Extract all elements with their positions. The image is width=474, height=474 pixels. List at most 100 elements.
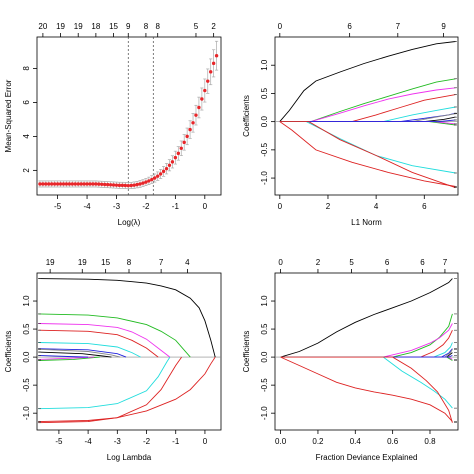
data-point	[97, 182, 101, 186]
data-point	[197, 105, 201, 110]
data-point	[156, 174, 160, 178]
coef-path-3	[280, 323, 453, 358]
coef-path-2	[279, 78, 456, 123]
y-tick-label: -0.5	[260, 142, 269, 156]
x-tick-label: -1	[172, 202, 180, 211]
x-tick-label: 2	[326, 202, 331, 211]
data-point	[79, 182, 83, 186]
top-tick-label: 6	[420, 258, 425, 267]
data-point	[200, 97, 204, 101]
top-tick-label: 2	[316, 258, 321, 267]
coef-path-5	[38, 342, 141, 358]
coef-path-9	[279, 121, 456, 126]
data-point	[111, 183, 116, 187]
coef-path-11	[279, 119, 456, 123]
top-tick-label: 19	[46, 258, 55, 267]
x-axis-label: Fraction Deviance Explained	[316, 453, 418, 462]
x-tick-label: -3	[113, 202, 121, 211]
y-tick-label: -1.0	[22, 406, 31, 420]
x-tick-label: -2	[143, 437, 151, 446]
coef-path-4	[38, 329, 159, 358]
coef-path-13	[38, 356, 182, 424]
data-point	[82, 182, 86, 186]
y-tick-label: -1.0	[260, 406, 269, 420]
data-point	[88, 182, 92, 186]
data-point	[123, 183, 128, 188]
coef-path-11	[38, 354, 89, 358]
data-point	[120, 183, 125, 188]
top-tick-label: 6	[347, 22, 352, 31]
top-tick-label: 19	[74, 22, 83, 31]
data-point	[214, 53, 219, 58]
y-axis-label: Coefficients	[242, 331, 251, 373]
data-point	[211, 61, 216, 66]
data-point	[173, 155, 178, 160]
data-point	[108, 183, 113, 187]
x-tick-label: -4	[85, 437, 93, 446]
top-tick-label: 8	[127, 258, 132, 267]
data-point	[73, 182, 77, 186]
data-point	[185, 134, 189, 139]
data-point	[153, 176, 157, 180]
x-tick-label: 0.2	[312, 437, 324, 446]
coef-path-12	[280, 356, 453, 409]
coef-path-2	[38, 313, 191, 358]
data-point	[132, 183, 136, 187]
coef-path-1	[38, 278, 216, 358]
data-point	[47, 182, 51, 186]
top-tick-label: 15	[109, 22, 118, 31]
data-point	[167, 163, 172, 167]
coef-path-2	[280, 313, 453, 358]
top-tick-label: 7	[159, 258, 164, 267]
y-tick-label: 0.5	[260, 323, 269, 335]
panel-l1: 0 2 4 6 -1.0 -0.5 0.0 0.5 1.0 0 6 7 9 L1 Norm Coeffici…	[242, 22, 459, 227]
data-point	[126, 183, 130, 188]
y-axis-label: Mean-Squared Error	[4, 79, 13, 152]
data-point	[135, 182, 139, 187]
x-axis-label: Log Lambda	[107, 453, 152, 462]
data-point	[85, 182, 89, 186]
top-tick-label: 9	[441, 22, 446, 31]
data-point	[55, 182, 60, 186]
data-point	[76, 182, 80, 186]
x-tick-label: -4	[83, 202, 91, 211]
top-tick-label: 15	[101, 258, 110, 267]
data-point	[176, 151, 181, 156]
coef-path-12	[279, 121, 456, 174]
data-point	[129, 183, 133, 188]
y-tick-label: 0.0	[260, 351, 269, 363]
data-point	[58, 182, 63, 186]
coef-path-6	[38, 348, 127, 358]
y-axis-label: Coefficients	[242, 95, 251, 137]
data-point	[114, 183, 119, 187]
top-tick-label: 4	[185, 258, 190, 267]
data-point	[94, 182, 98, 186]
data-point	[208, 70, 213, 74]
coef-path-9	[38, 356, 100, 361]
y-tick-label: 4	[22, 134, 31, 139]
top-tick-label: 19	[56, 22, 65, 31]
x-tick-label: -1	[172, 437, 180, 446]
data-point	[52, 182, 57, 186]
y-tick-label: 0.5	[22, 323, 31, 335]
x-tick-label: 0	[278, 202, 283, 211]
y-tick-label: 1.0	[260, 59, 269, 71]
top-tick-label: 5	[349, 258, 354, 267]
data-point	[41, 182, 45, 186]
data-point	[70, 182, 75, 186]
top-tick-label: 8	[155, 22, 160, 31]
top-tick-label: 8	[144, 22, 149, 31]
x-tick-label: 0.4	[350, 437, 362, 446]
coef-path-9	[280, 356, 453, 361]
data-point	[103, 182, 107, 187]
x-axis-label: L1 Norm	[351, 218, 382, 227]
data-point	[188, 127, 192, 132]
data-point	[206, 79, 210, 83]
top-tick-label: 7	[396, 22, 401, 31]
panel-lambda: -5 -4 -3 -2 -1 0 -1.0 -0.5 0.0 0.5 1.0 19 19 15 8 7 4 Log…	[4, 258, 222, 462]
x-tick-label: -5	[55, 437, 63, 446]
top-tick-label: 9	[126, 22, 131, 31]
coef-path-13	[280, 356, 453, 423]
y-tick-label: -1.0	[260, 171, 269, 185]
coef-path-3	[279, 87, 456, 123]
